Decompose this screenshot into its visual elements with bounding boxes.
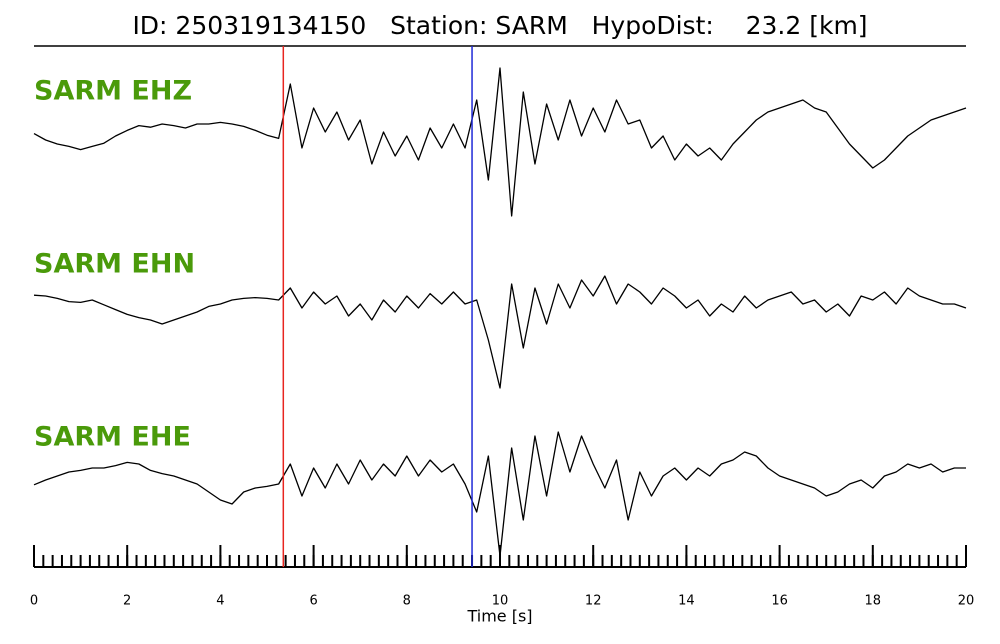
- x-tick-label: 0: [30, 594, 38, 609]
- waveform: [33, 275, 967, 389]
- x-tick-label: 2: [123, 594, 131, 609]
- x-tick-label: 20: [958, 594, 975, 609]
- x-tick-label: 8: [403, 594, 411, 609]
- chart-title: ID: 250319134150 Station: SARM HypoDist:…: [132, 11, 867, 40]
- x-tick-label: 16: [771, 594, 788, 609]
- x-tick-label: 10: [492, 594, 509, 609]
- x-tick-label: 6: [309, 594, 317, 609]
- waveform: [33, 67, 967, 217]
- trace-label: SARM EHZ: [34, 76, 192, 107]
- x-tick-label: 12: [585, 594, 602, 609]
- trace-label: SARM EHN: [34, 249, 195, 280]
- waveform: [33, 431, 966, 557]
- x-tick-label: 18: [865, 594, 882, 609]
- x-tick-label: 4: [216, 594, 224, 609]
- x-tick-label: 14: [678, 594, 695, 609]
- x-axis-label: Time [s]: [466, 607, 532, 626]
- trace-label: SARM EHE: [34, 422, 191, 453]
